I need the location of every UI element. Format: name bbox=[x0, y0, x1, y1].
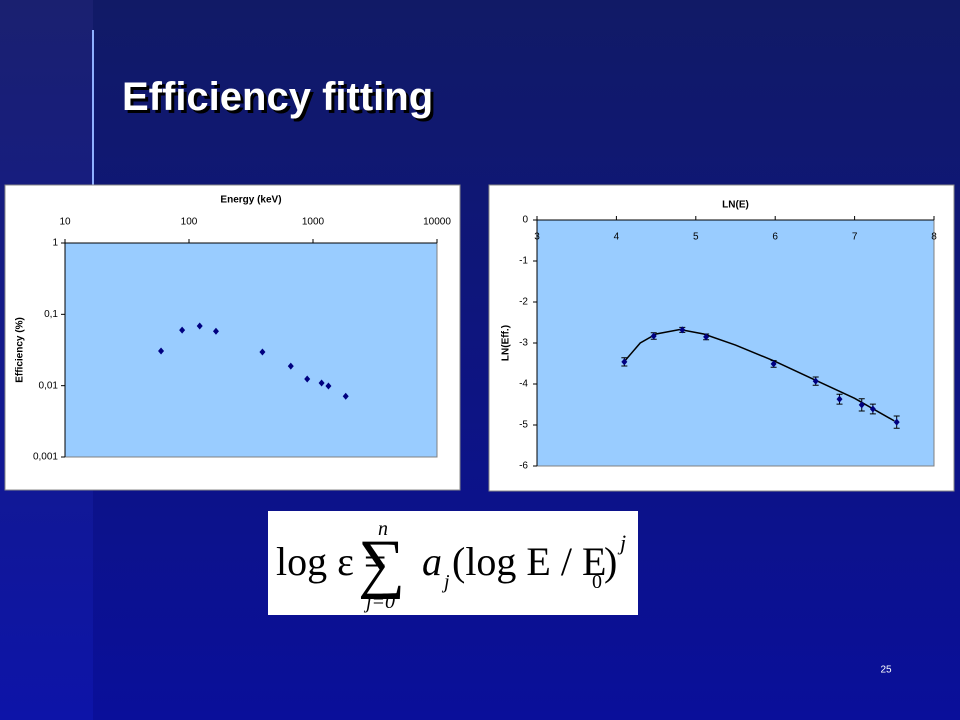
point bbox=[893, 418, 900, 426]
formula-close: ) bbox=[604, 539, 617, 584]
y-tick-label: 0,1 bbox=[44, 309, 58, 320]
point bbox=[287, 362, 294, 370]
x-tick-label: 5 bbox=[693, 232, 699, 243]
formula-upper: n bbox=[378, 518, 388, 540]
y-axis-title: Efficiency (%) bbox=[15, 317, 26, 383]
y-tick-label: 1 bbox=[52, 238, 58, 249]
x-tick-label: 1000 bbox=[302, 217, 325, 228]
y-tick-label: -3 bbox=[519, 338, 528, 349]
point bbox=[869, 405, 876, 413]
formula-paren-sub: 0 bbox=[592, 571, 602, 593]
y-tick-label: -5 bbox=[519, 420, 528, 431]
point bbox=[212, 327, 219, 335]
point bbox=[812, 377, 819, 385]
point bbox=[650, 332, 657, 340]
y-tick-label: 0 bbox=[522, 215, 528, 226]
point bbox=[318, 379, 325, 387]
x-tick-label: 4 bbox=[614, 232, 620, 243]
slide-title: Efficiency fitting bbox=[122, 75, 433, 119]
plot-area bbox=[64, 242, 438, 458]
x-tick-label: 3 bbox=[534, 232, 540, 243]
formula-sum: ∑ bbox=[358, 527, 405, 600]
x-tick-label: 8 bbox=[931, 232, 937, 243]
point bbox=[836, 395, 843, 403]
formula-lower: j=0 bbox=[363, 591, 395, 613]
plot-area bbox=[536, 219, 935, 467]
point bbox=[196, 322, 203, 330]
y-tick-label: 0,001 bbox=[33, 452, 58, 463]
point bbox=[304, 375, 311, 383]
point bbox=[703, 333, 710, 341]
point bbox=[621, 358, 628, 366]
x-tick-label: 10000 bbox=[423, 217, 451, 228]
x-axis-title: LN(E) bbox=[722, 200, 749, 211]
x-tick-label: 7 bbox=[852, 232, 858, 243]
point bbox=[858, 401, 865, 409]
point bbox=[679, 326, 686, 334]
formula-box bbox=[268, 511, 638, 615]
y-tick-label: -6 bbox=[519, 461, 528, 472]
x-tick-label: 10 bbox=[59, 217, 71, 228]
point bbox=[342, 392, 349, 400]
page-number: 25 bbox=[880, 665, 892, 676]
y-tick-label: 0,01 bbox=[39, 380, 59, 391]
formula: log ε = ∑ n j=0 a j (log E / E 0 ) j bbox=[276, 518, 626, 613]
formula-power: j bbox=[617, 530, 626, 555]
x-tick-label: 100 bbox=[181, 217, 198, 228]
point bbox=[770, 360, 777, 368]
y-tick-label: -1 bbox=[519, 256, 528, 267]
y-tick-label: -2 bbox=[519, 297, 528, 308]
fit-line bbox=[623, 328, 895, 422]
point bbox=[325, 382, 332, 390]
x-axis-title: Energy (keV) bbox=[220, 195, 281, 206]
formula-paren: (log E / E bbox=[452, 539, 606, 584]
formula-term: a bbox=[422, 539, 442, 584]
point bbox=[158, 347, 165, 355]
point bbox=[259, 348, 266, 356]
y-tick-label: -4 bbox=[519, 379, 528, 390]
point bbox=[179, 326, 186, 334]
y-axis-title: LN(Eff.) bbox=[501, 325, 512, 361]
formula-term-sub: j bbox=[441, 571, 450, 593]
formula-lhs: log ε = bbox=[276, 539, 386, 584]
x-tick-label: 6 bbox=[772, 232, 778, 243]
